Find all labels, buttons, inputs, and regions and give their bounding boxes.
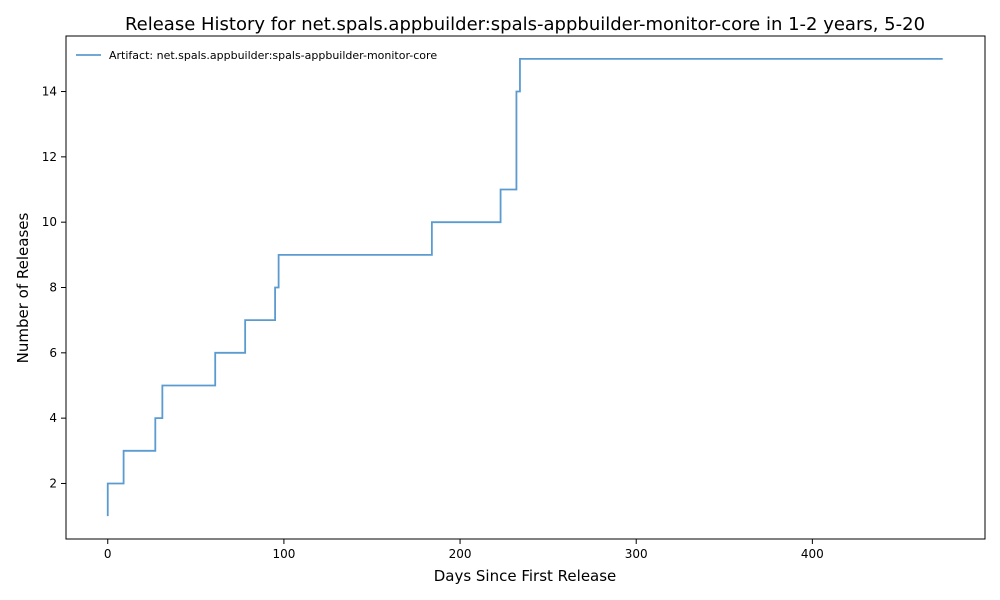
plot-area: [65, 35, 986, 540]
y-axis-label: Number of Releases: [14, 212, 32, 363]
x-tick-label-1: 100: [272, 547, 295, 561]
y-tick-label-4: 10: [42, 215, 57, 229]
series-line-0: [106, 57, 943, 517]
x-axis: 0 100 200 300 400: [104, 539, 824, 561]
y-tick-label-1: 4: [49, 411, 57, 425]
x-tick-label-4: 400: [801, 547, 824, 561]
series-layer: [106, 57, 943, 517]
y-tick-label-3: 8: [49, 281, 57, 295]
y-tick-label-0: 2: [49, 476, 57, 490]
chart-title: Release History for net.spals.appbuilder…: [125, 14, 925, 35]
x-tick-label-2: 200: [449, 547, 472, 561]
y-tick-label-5: 12: [42, 150, 57, 164]
x-tick-label-3: 300: [625, 547, 648, 561]
x-axis-label: Days Since First Release: [434, 567, 617, 585]
y-tick-label-6: 14: [42, 85, 57, 99]
y-tick-label-2: 6: [49, 346, 57, 360]
y-axis: 2 4 6 8 10 12 14: [42, 85, 66, 490]
legend: Artifact: net.spals.appbuilder:spals-app…: [76, 49, 437, 62]
legend-entry-0: Artifact: net.spals.appbuilder:spals-app…: [109, 49, 437, 62]
x-tick-label-0: 0: [104, 547, 112, 561]
